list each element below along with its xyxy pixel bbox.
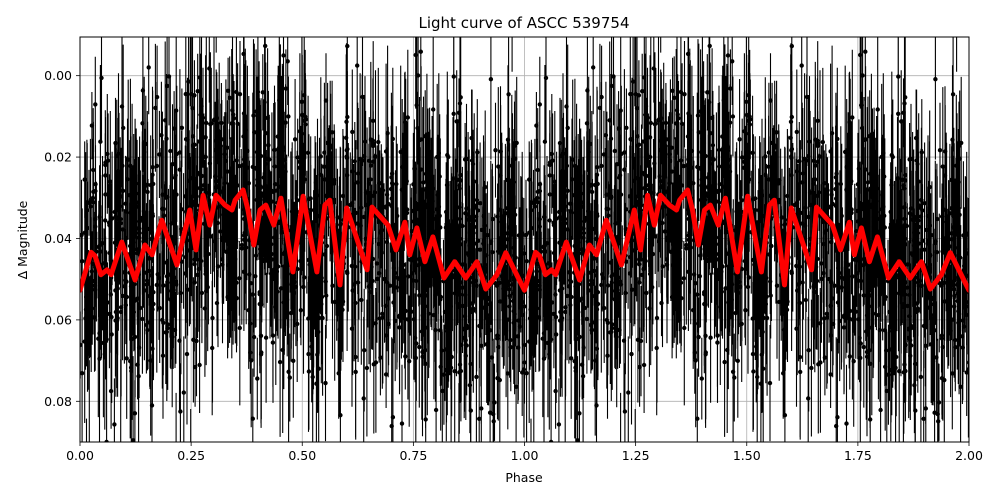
x-tick-label: 1.00 — [511, 448, 539, 463]
x-axis: 0.00 0.25 0.50 0.75 1.00 1.25 1.50 1.75 2.00 — [66, 442, 983, 463]
x-tick-label: 2.00 — [955, 448, 983, 463]
smoothed-model-line — [80, 187, 969, 293]
y-tick-label: 0.02 — [44, 150, 72, 165]
x-tick-label: 0.00 — [66, 448, 94, 463]
x-tick-label: 0.25 — [177, 448, 205, 463]
x-tick-label: 1.25 — [622, 448, 650, 463]
x-tick-label: 0.50 — [288, 448, 316, 463]
y-axis-label: Δ Magnitude — [15, 200, 30, 279]
y-tick-label: 0.04 — [44, 231, 72, 246]
x-tick-label: 0.75 — [399, 448, 427, 463]
x-tick-label: 1.50 — [733, 448, 761, 463]
chart-title: Light curve of ASCC 539754 — [419, 14, 630, 32]
y-tick-label: 0.00 — [44, 68, 72, 83]
data-points — [80, 43, 969, 442]
x-tick-label: 1.75 — [844, 448, 872, 463]
x-axis-label: Phase — [505, 470, 543, 485]
y-tick-label: 0.08 — [44, 394, 72, 409]
y-axis: 0.00 0.02 0.04 0.06 0.08 — [44, 68, 80, 409]
y-tick-label: 0.06 — [44, 312, 72, 327]
